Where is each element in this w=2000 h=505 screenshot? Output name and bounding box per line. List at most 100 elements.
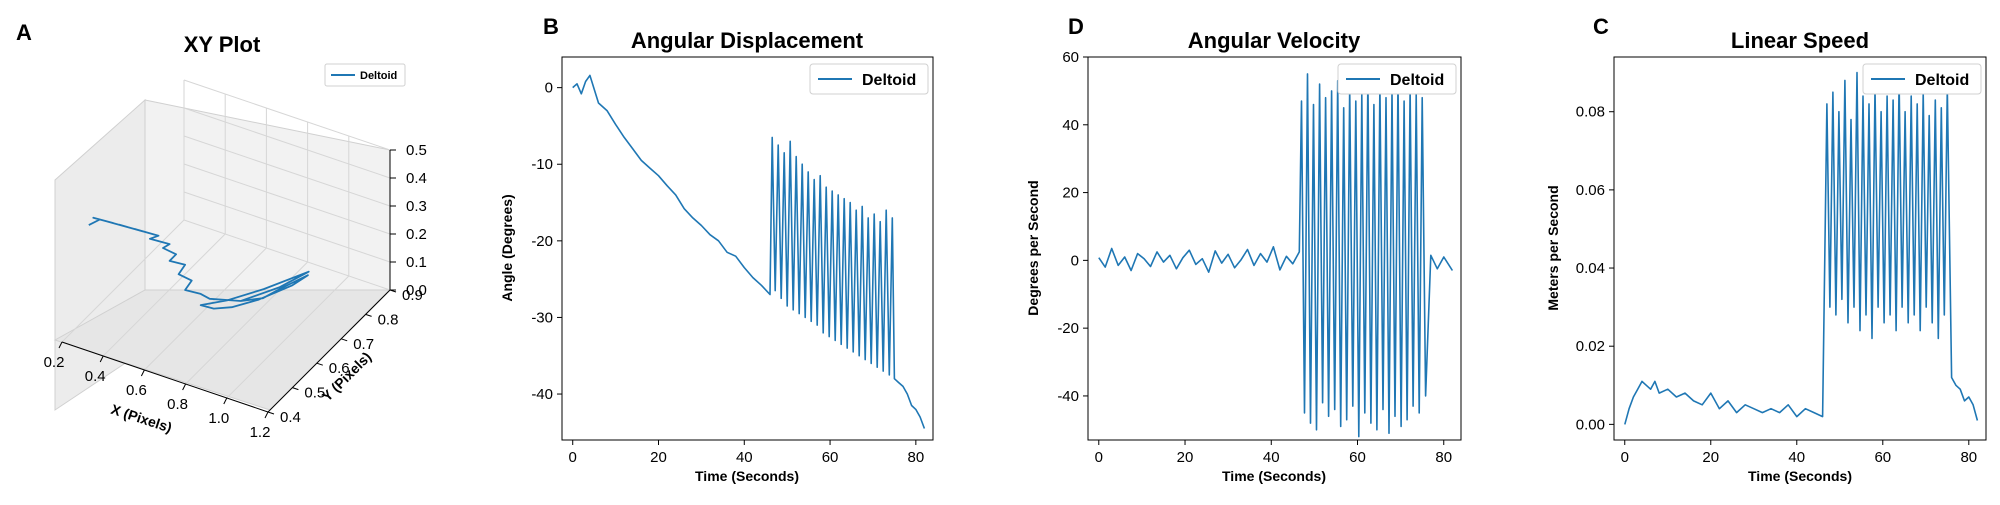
legend-label: Deltoid — [1915, 72, 1969, 89]
x-tick-label: 0.8 — [167, 396, 188, 413]
y-axis-label: Angle (Degrees) — [499, 194, 515, 301]
y-tick-label: -10 — [531, 156, 553, 173]
grid-line — [102, 233, 226, 357]
x-tick-label: 20 — [1177, 449, 1194, 466]
legend-label: Deltoid — [862, 72, 916, 89]
x-axis-label: Time (Seconds) — [1222, 468, 1326, 484]
y-tick-label: 20 — [1062, 185, 1079, 202]
legend-box — [1862, 63, 1982, 95]
panel-a: A XY Plot 0.20.40.60.81.01.2 X (Pixels) … — [16, 20, 427, 441]
plot-frame — [561, 56, 934, 441]
y-tick-mark — [292, 387, 299, 391]
legend-box — [1337, 63, 1457, 95]
x-tick-label: 60 — [822, 449, 839, 466]
x-tick-label: 40 — [1263, 449, 1280, 466]
grid-line — [144, 247, 267, 371]
y-axis-label: Meters per Second — [1545, 185, 1561, 310]
y-tick-label: 60 — [1062, 49, 1079, 66]
x-tick-label: 60 — [1874, 449, 1891, 466]
x-tick-label: 0 — [1621, 449, 1629, 466]
x-ticks: 0 20 40 60 80 — [1621, 440, 1977, 466]
panel-letter: D — [1068, 14, 1084, 39]
series-line — [1624, 71, 1979, 425]
grid-line — [183, 135, 391, 207]
x-tick-mark — [264, 411, 269, 419]
y-tick-mark — [341, 338, 348, 342]
panel-c: C Linear Speed 0 20 40 60 80 0.000.020.040.0… — [1545, 14, 1987, 484]
y-tick-label: -20 — [1057, 320, 1079, 337]
x-tick-label: 40 — [736, 449, 753, 466]
y-tick-label: 0.00 — [1576, 416, 1605, 433]
x-tick-label: 1.2 — [250, 424, 271, 441]
x-tick-label: 20 — [650, 449, 667, 466]
x-tick-label: 1.0 — [208, 410, 229, 427]
x-tick-label: 0 — [569, 449, 577, 466]
x-tick-label: 0.2 — [44, 354, 65, 371]
y-tick-mark — [267, 411, 275, 415]
x-tick-label: 80 — [1960, 449, 1977, 466]
z-tick-label: 0.0 — [406, 282, 427, 299]
legend: Deltoid — [324, 63, 406, 87]
y-tick-label: -40 — [531, 386, 553, 403]
z-tick-label: 0.4 — [406, 170, 427, 187]
series-line — [1098, 73, 1454, 438]
panel-b: B Angular Displacement 0 20 40 60 80 0 -10 -20… — [499, 14, 934, 484]
y-ticks: 60 40 20 0 -20 -40 — [1057, 49, 1088, 405]
x-tick-label: 0.6 — [126, 382, 147, 399]
z-tick-label: 0.5 — [406, 142, 427, 159]
y-ticks: 0.40.50.60.70.80.9 — [267, 287, 423, 426]
z-tick-label: 0.3 — [406, 198, 427, 215]
y-ticks: 0 -10 -20 -30 -40 — [531, 80, 562, 403]
panel-d: D Angular Velocity 0 20 40 60 80 60 40 20 0 -20 -… — [1025, 14, 1462, 484]
chart-title: Linear Speed — [1731, 28, 1869, 53]
series-line — [572, 74, 926, 429]
legend: Deltoid — [1862, 63, 1982, 95]
y-tick-label: -30 — [531, 309, 553, 326]
x-axis-label: X (Pixels) — [109, 401, 174, 436]
series-line — [88, 216, 310, 310]
x-tick-label: 20 — [1702, 449, 1719, 466]
y-tick-label: -20 — [531, 233, 553, 250]
legend: Deltoid — [1337, 63, 1457, 95]
z-tick-label: 0.1 — [406, 254, 427, 271]
x-ticks: 0 20 40 60 80 — [569, 440, 924, 466]
legend-label: Deltoid — [360, 70, 397, 82]
grid-line — [183, 219, 391, 291]
x-tick-label: 60 — [1349, 449, 1366, 466]
y-tick-label: 0.9 — [402, 287, 423, 304]
x-tick-mark — [99, 355, 104, 363]
y-tick-label: 0.6 — [329, 360, 350, 377]
x-tick-mark — [182, 383, 187, 391]
x-tick-label: 0.4 — [85, 368, 106, 385]
y-tick-label: 40 — [1062, 117, 1079, 134]
y-ticks: 0.00 0.02 0.04 0.06 0.08 — [1576, 104, 1614, 433]
z-ticks: 0.0 0.1 0.2 0.3 0.4 0.5 — [390, 142, 427, 299]
grid-line — [183, 191, 391, 263]
grid-line — [183, 163, 391, 235]
plot-frame — [1613, 56, 1987, 441]
series-line-deltoid — [1098, 73, 1454, 438]
panel-letter: C — [1593, 14, 1609, 39]
x-axis-label: Time (Seconds) — [1748, 468, 1852, 484]
chart-title: Angular Displacement — [631, 28, 864, 53]
z-tick-label: 0.2 — [406, 226, 427, 243]
legend-box — [324, 63, 406, 87]
y-tick-label: 0.5 — [304, 385, 325, 402]
y-tick-label: -40 — [1057, 388, 1079, 405]
y-tick-mark — [365, 313, 372, 317]
x-tick-label: 40 — [1788, 449, 1805, 466]
series-line-deltoid — [572, 74, 926, 429]
panel-letter: B — [543, 14, 559, 39]
y-tick-label: 0.08 — [1576, 104, 1605, 121]
x-tick-label: 0 — [1095, 449, 1103, 466]
plot-frame — [1087, 56, 1462, 441]
y-axis-label: Y (Pixels) — [319, 349, 375, 405]
x-ticks: 0.2 0.4 0.6 0.8 1.0 1.2 — [44, 341, 271, 441]
x-tick-mark — [140, 369, 145, 377]
grid-line — [183, 107, 391, 179]
y-tick-label: 0 — [1071, 252, 1079, 269]
y-tick-label: 0.8 — [378, 311, 399, 328]
y-axis-line — [267, 289, 391, 413]
